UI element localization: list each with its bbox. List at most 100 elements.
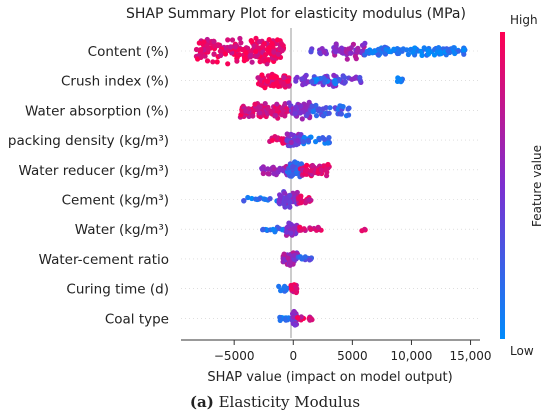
shap-point (346, 112, 352, 118)
caption-text: Elasticity Modulus (214, 393, 360, 411)
chart-title: SHAP Summary Plot for elasticity modulus… (126, 6, 466, 22)
shap-point (325, 140, 331, 146)
shap-point (269, 137, 275, 143)
shap-point (255, 45, 261, 51)
shap-point (405, 51, 411, 58)
shap-point (290, 172, 296, 178)
shap-point (249, 195, 255, 202)
feature-label: packing density (kg/m³) (8, 133, 169, 149)
shap-point (266, 49, 272, 55)
shap-point (237, 35, 243, 42)
shap-point (298, 103, 304, 109)
shap-point (298, 200, 304, 206)
shap-point (436, 45, 442, 51)
shap-point (332, 48, 339, 54)
shap-point (222, 51, 229, 57)
shap-point (445, 48, 451, 54)
shap-point (243, 50, 249, 56)
shap-point (278, 136, 284, 142)
feature-row-guides (181, 50, 480, 319)
shap-point (322, 77, 328, 83)
shap-point (202, 53, 208, 59)
colorbar (500, 32, 505, 339)
x-tick-label: 0 (289, 349, 297, 363)
shap-point (294, 189, 300, 196)
shap-point (315, 224, 321, 230)
shap-point (310, 108, 316, 115)
shap-point (215, 43, 221, 49)
shap-point (331, 72, 337, 78)
shap-point (326, 110, 332, 116)
shap-point (211, 39, 217, 45)
shap-points (193, 35, 468, 328)
shap-point (252, 101, 258, 107)
shap-point (400, 46, 406, 52)
shap-point (293, 76, 299, 82)
shap-point (259, 72, 265, 78)
shap-point (288, 230, 294, 236)
shap-point (256, 110, 263, 116)
colorbar-title: Feature value (530, 145, 544, 227)
shap-point (255, 75, 261, 81)
shap-point (262, 85, 268, 91)
shap-point (346, 105, 352, 111)
shap-point (419, 52, 425, 59)
shap-point (369, 50, 376, 56)
shap-point (284, 131, 290, 137)
shap-point (325, 161, 331, 168)
figure-caption: (a) Elasticity Modulus (190, 393, 360, 411)
shap-point (315, 107, 321, 113)
shap-point (297, 110, 303, 116)
shap-point (248, 48, 255, 54)
x-tick-label: −5000 (214, 349, 255, 363)
shap-point (285, 224, 291, 230)
shap-point (259, 165, 265, 172)
shap-point (270, 226, 276, 232)
shap-point (274, 101, 280, 107)
shap-point (273, 74, 279, 80)
shap-point (258, 82, 264, 88)
shap-point (359, 228, 365, 234)
shap-point (305, 137, 311, 143)
shap-point (291, 256, 297, 262)
shap-point (279, 112, 285, 118)
shap-point (249, 59, 255, 65)
shap-point (308, 226, 314, 232)
shap-point (238, 40, 244, 46)
shap-point (383, 46, 389, 52)
shap-point (257, 104, 263, 110)
shap-point (260, 170, 266, 177)
shap-point (338, 111, 344, 117)
shap-point (263, 52, 269, 58)
shap-point (461, 51, 467, 57)
shap-point (280, 108, 286, 114)
shap-point (253, 35, 259, 42)
shap-point (281, 75, 287, 81)
shap-point (258, 58, 265, 64)
shap-point (288, 131, 294, 137)
shap-point (266, 37, 272, 43)
shap-point (340, 104, 346, 110)
x-tick-label: 10,000 (390, 349, 432, 363)
shap-point (253, 196, 259, 202)
shap-point (205, 46, 211, 52)
shap-point (320, 106, 326, 112)
x-axis-ticks: −5000 0 5000 10,000 15,000 (214, 340, 492, 363)
colorbar-low-label: Low (510, 344, 534, 358)
shap-point (211, 51, 217, 57)
shap-point (210, 59, 216, 65)
shap-point (300, 139, 306, 145)
shap-point (284, 195, 290, 202)
shap-point (304, 162, 310, 168)
shap-point (214, 59, 220, 65)
shap-point (301, 226, 307, 232)
shap-point (287, 199, 293, 205)
shap-point (198, 47, 204, 53)
shap-point (295, 315, 301, 321)
shap-point (455, 48, 461, 54)
shap-point (314, 76, 320, 83)
shap-point (431, 52, 438, 58)
shap-point (271, 49, 277, 55)
shap-point (292, 322, 298, 328)
